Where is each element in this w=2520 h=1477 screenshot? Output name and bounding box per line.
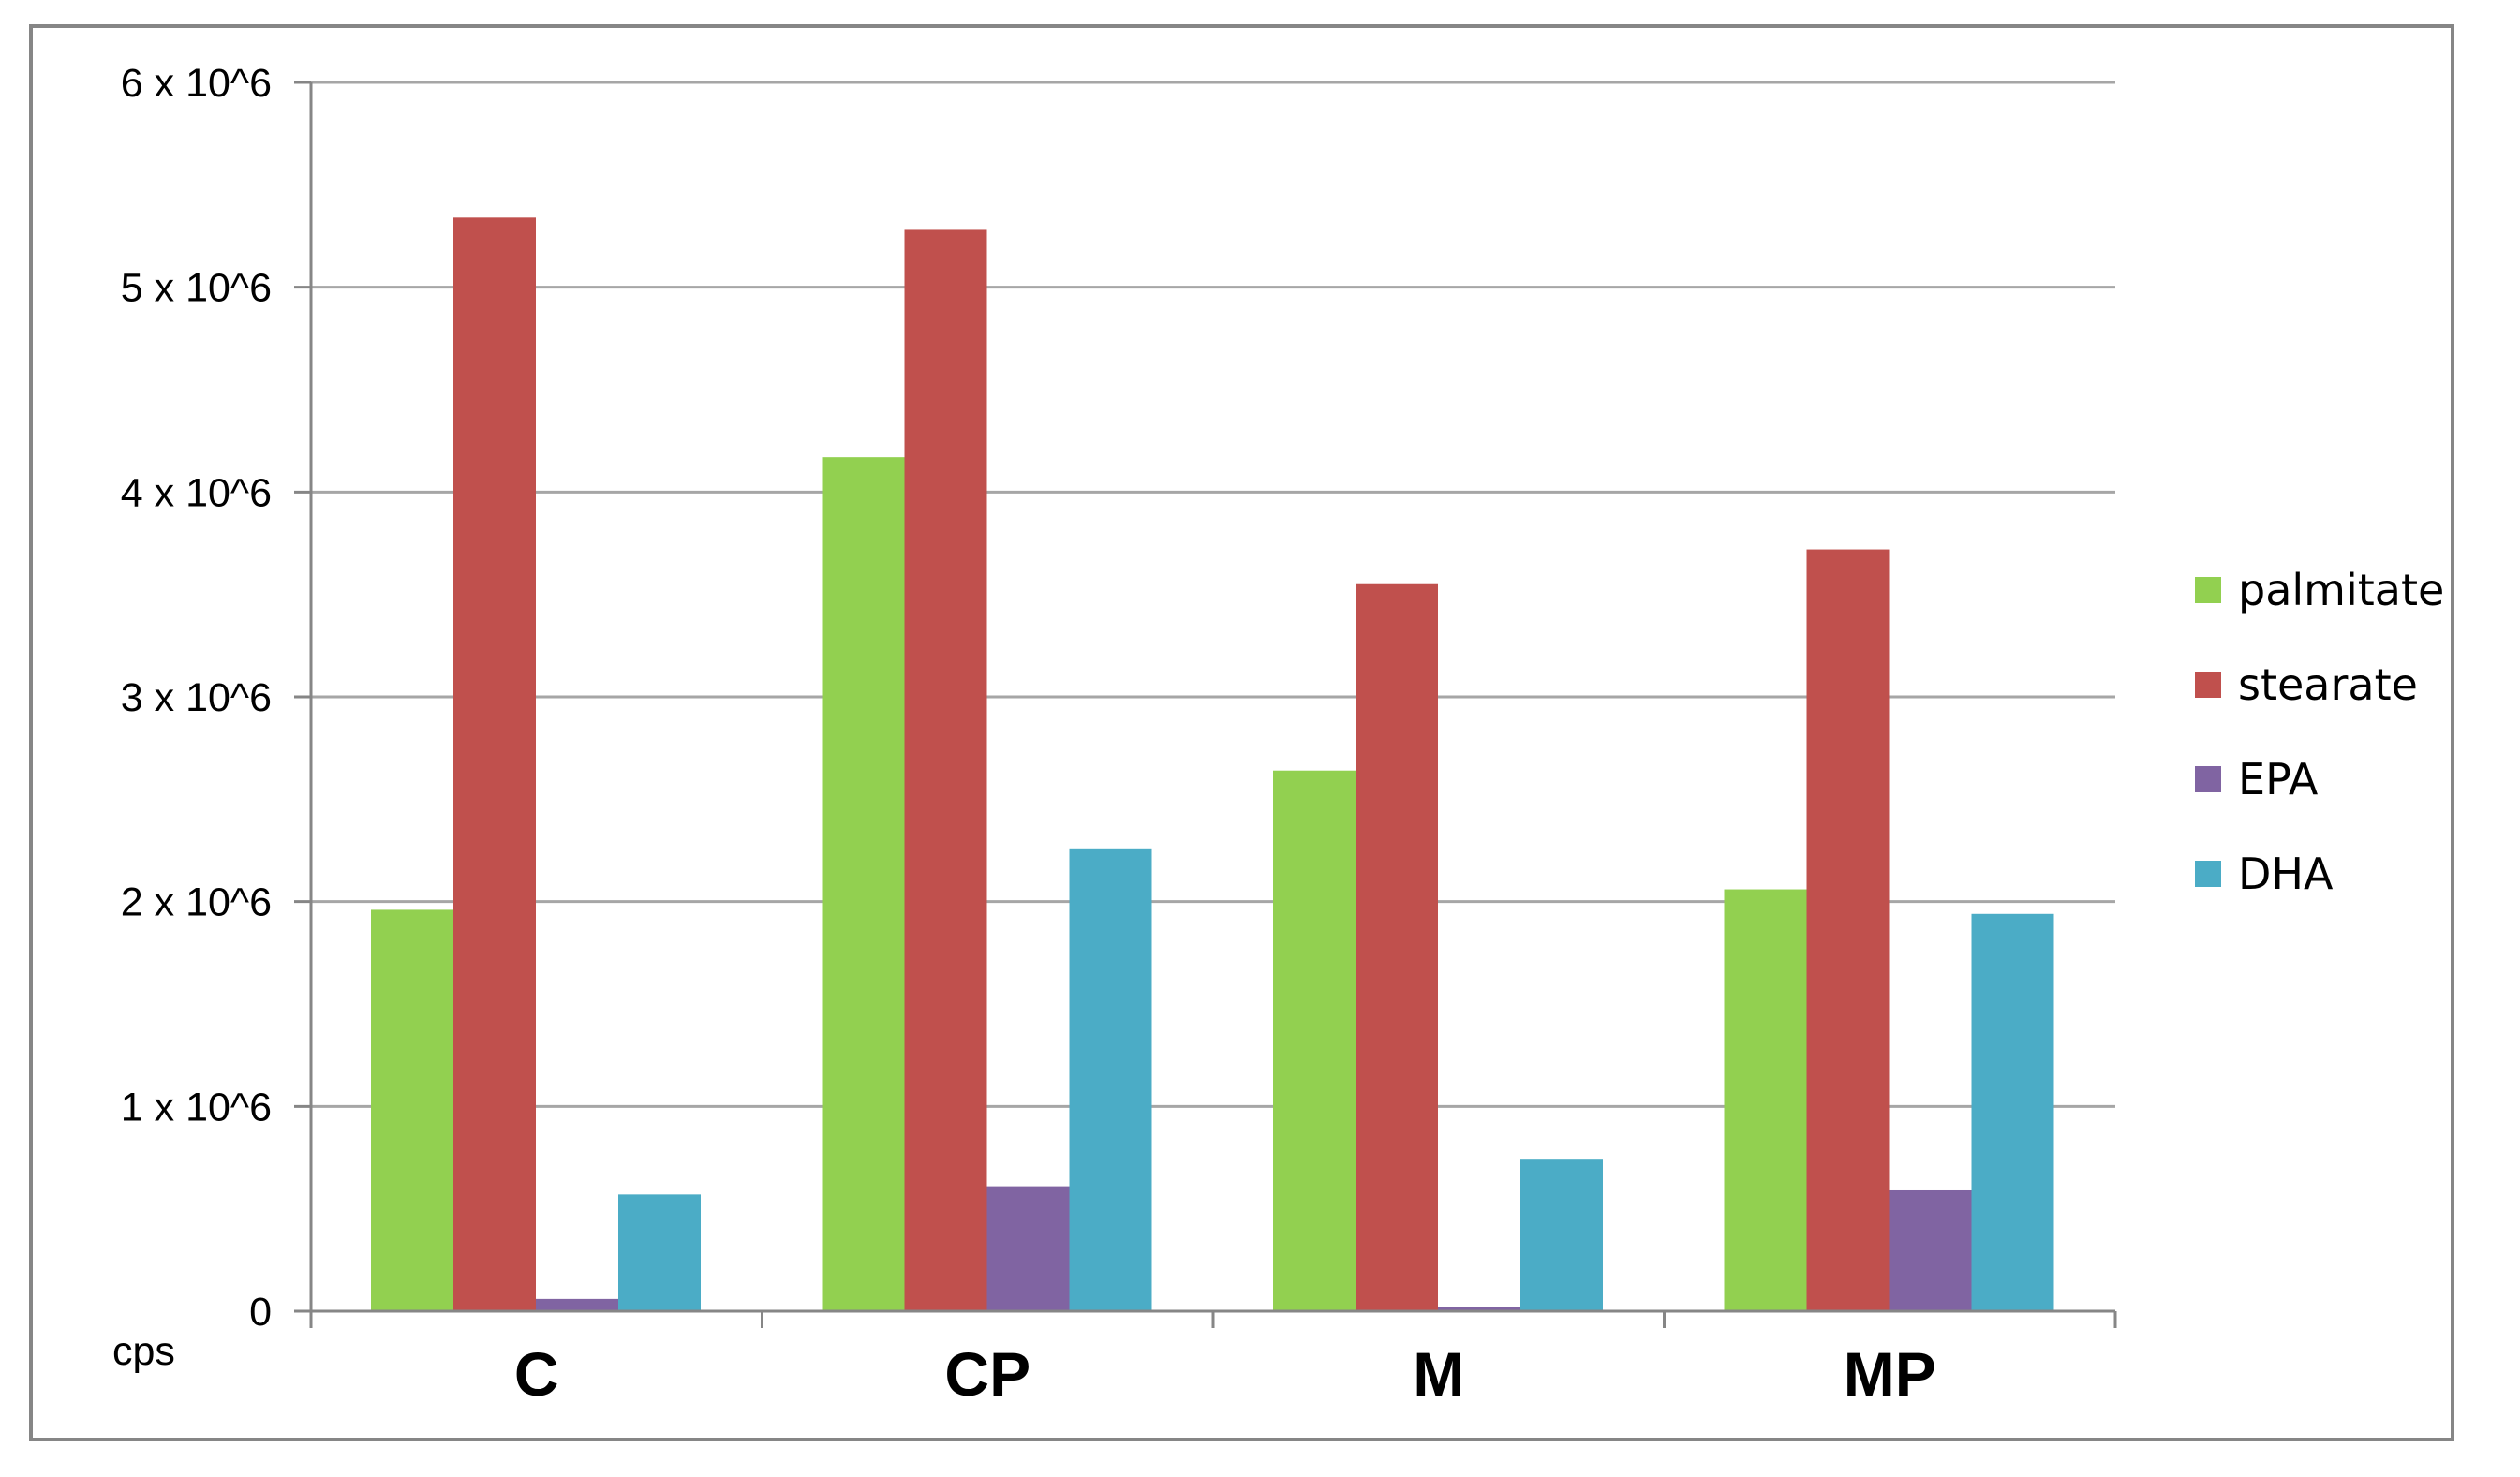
legend-label-epa: EPA [2238,754,2319,805]
bar-epa-c [536,1298,618,1311]
bar-stearate-mp [1806,549,1890,1311]
y-tick-label: 4 x 10^6 [121,470,272,515]
y-tick-labels: 0 1 x 10^6 2 x 10^6 3 x 10^6 4 x 10^6 5 x 10^… [121,61,272,1335]
x-category-label: CP [944,1339,1030,1409]
legend-label-stearate: stearate [2238,659,2418,710]
bar-stearate-c [453,217,536,1311]
y-tick-label: 0 [249,1290,272,1335]
legend-swatch-palmitate [2195,577,2221,603]
bar-stearate-cp [904,229,987,1312]
legend-label-palmitate: palmitate [2238,565,2444,615]
axes [294,81,2117,1328]
legend: palmitate stearate EPA DHA [2195,565,2444,899]
legend-swatch-epa [2195,766,2221,792]
bar-dha-mp [1971,913,2054,1311]
x-category-label: C [514,1339,559,1409]
y-tick-label: 1 x 10^6 [121,1085,272,1130]
legend-label-dha: DHA [2238,849,2334,899]
x-category-label: MP [1844,1339,1936,1409]
legend-swatch-stearate [2195,672,2221,698]
y-tick-label: 6 x 10^6 [121,61,272,106]
bar-epa-mp [1889,1189,1972,1311]
bar-stearate-m [1356,583,1438,1311]
bar-epa-cp [986,1186,1070,1311]
bars [371,217,2054,1312]
bar-palmitate-mp [1724,889,1807,1311]
x-category-label: M [1413,1339,1464,1409]
x-category-labels: C CP M MP [514,1339,1936,1409]
y-axis-unit-label: cps [112,1329,175,1374]
y-tick-label: 3 x 10^6 [121,675,272,720]
bar-palmitate-cp [822,457,905,1311]
bar-epa-m [1438,1307,1520,1311]
bar-dha-m [1520,1159,1603,1311]
bar-dha-c [618,1194,701,1311]
y-tick-label: 5 x 10^6 [121,266,272,311]
y-tick-label: 2 x 10^6 [121,880,272,925]
legend-swatch-dha [2195,861,2221,887]
bar-palmitate-m [1273,770,1356,1311]
bar-palmitate-c [371,909,453,1311]
bar-dha-cp [1069,848,1152,1311]
